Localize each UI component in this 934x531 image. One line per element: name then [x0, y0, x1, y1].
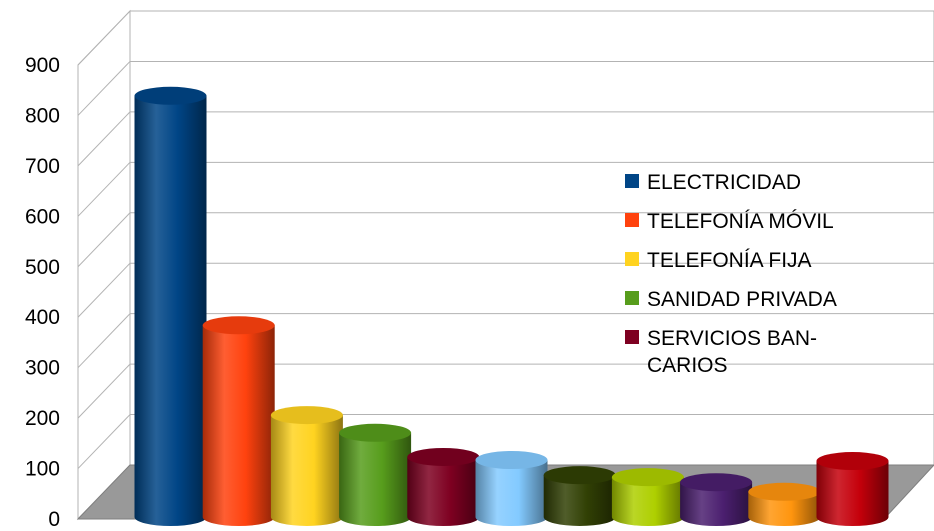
bar-top	[816, 452, 889, 471]
bar-body	[407, 456, 480, 526]
bar	[475, 450, 548, 526]
bar	[748, 482, 821, 526]
bar-body	[680, 482, 753, 526]
gridline-side	[77, 414, 131, 469]
bar-top	[202, 316, 275, 335]
bar	[680, 473, 753, 526]
bar-body	[270, 415, 343, 526]
bar-top	[407, 447, 480, 466]
legend-entry: TELEFONÍA MÓVIL	[625, 210, 834, 233]
y-tick-label: 300	[25, 357, 60, 380]
bar-body	[543, 475, 616, 526]
bar-body	[134, 95, 207, 527]
bar	[543, 466, 616, 526]
legend-entry: SANIDAD PRIVADA	[625, 288, 837, 311]
bar-body	[816, 461, 889, 526]
bar-top	[611, 468, 684, 487]
side-wall	[77, 9, 131, 521]
y-tick-label: 200	[25, 407, 60, 430]
y-tick-label: 500	[25, 256, 60, 279]
legend-entry: TELEFONÍA FIJA	[625, 249, 812, 272]
bar	[611, 468, 684, 526]
bar-top	[748, 482, 821, 501]
legend-label: SANIDAD PRIVADA	[647, 288, 837, 311]
legend-swatch	[625, 330, 639, 344]
legend-swatch	[625, 213, 639, 227]
bar	[134, 86, 207, 527]
bar-body	[339, 432, 412, 526]
y-axis-ticks: 0 100 200 300 400 500 600 700 800 900	[25, 54, 60, 531]
bar	[339, 423, 412, 526]
bars	[134, 86, 889, 527]
bar-body	[475, 459, 548, 526]
bar-top	[680, 473, 753, 492]
gridline-side	[77, 61, 131, 116]
legend-entry: SERVICIOS BAN- CARIOS	[625, 327, 817, 377]
gridline-side	[77, 10, 131, 66]
y-tick-label: 600	[25, 205, 60, 228]
legend-swatch	[625, 252, 639, 266]
gridline-side	[77, 111, 131, 167]
gridline-side	[77, 212, 131, 268]
gridline-side	[77, 313, 131, 369]
legend-label: CARIOS	[647, 354, 728, 377]
y-tick-label: 800	[25, 104, 60, 127]
legend-swatch	[625, 291, 639, 305]
gridline-side	[77, 363, 131, 419]
bar	[816, 452, 889, 526]
gridline-side	[77, 161, 131, 217]
bar	[407, 447, 480, 526]
gridline-side	[77, 262, 131, 318]
legend-label: TELEFONÍA MÓVIL	[647, 210, 834, 233]
gridlines	[77, 10, 934, 520]
y-tick-label: 100	[25, 458, 60, 481]
legend-swatch	[625, 174, 639, 188]
y-tick-label: 400	[25, 306, 60, 329]
bar-top	[543, 466, 616, 485]
legend-label: ELECTRICIDAD	[647, 171, 801, 194]
y-tick-label: 700	[25, 155, 60, 178]
bar-top	[475, 450, 548, 469]
bar-top	[339, 423, 412, 442]
bar-top	[134, 86, 207, 105]
legend-label: SERVICIOS BAN-	[647, 327, 817, 350]
legend-entry: ELECTRICIDAD	[625, 171, 801, 194]
bar-body	[748, 491, 821, 526]
y-tick-label: 900	[25, 54, 60, 77]
bar-top	[270, 406, 343, 425]
legend: ELECTRICIDAD TELEFONÍA MÓVIL TELEFONÍA FIJ…	[625, 171, 837, 377]
bar-body	[611, 477, 684, 526]
bar	[270, 406, 343, 526]
legend-label: TELEFONÍA FIJA	[647, 249, 812, 272]
bar	[202, 316, 275, 526]
y-tick-label: 0	[48, 508, 60, 531]
bar-body	[202, 325, 275, 526]
